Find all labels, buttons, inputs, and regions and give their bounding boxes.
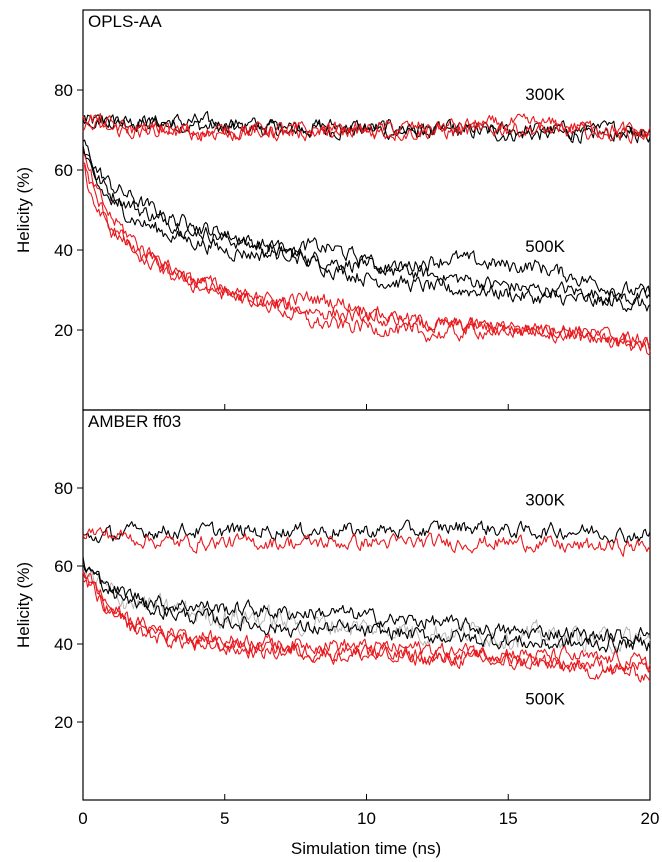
series-line-red-1 — [82, 527, 651, 557]
y-tick-label: 20 — [54, 321, 73, 340]
series-line-black-4 — [82, 145, 651, 306]
series-line-black-0 — [82, 519, 651, 544]
ticks-layer: 20 40 60 80 — [54, 81, 509, 410]
series-line-black-4 — [82, 556, 651, 654]
series-line-red-5 — [82, 571, 651, 671]
temperature-label-300k: 300K — [525, 491, 565, 510]
y-axis-title: Helicity (%) — [14, 562, 33, 648]
series-line-black-5 — [82, 139, 651, 312]
series-layer — [82, 519, 651, 683]
panel-label: AMBER ff03 — [88, 412, 181, 431]
series-line-black-6 — [82, 148, 651, 297]
series-line-red-6 — [82, 571, 651, 674]
y-tick-label: 80 — [54, 479, 73, 498]
x-axis-title: Simulation time (ns) — [291, 839, 441, 858]
series-line-black-3 — [82, 564, 651, 645]
y-tick-label: 60 — [54, 557, 73, 576]
x-tick-label: 15 — [499, 809, 518, 828]
y-tick-label: 20 — [54, 713, 73, 732]
panel-frame — [82, 409, 651, 801]
panel-label: OPLS-AA — [88, 12, 162, 31]
panel-opls-aa: 20 40 60 80 OPLS-AA Helicity (%) 300K 500K — [14, 9, 651, 411]
x-tick-label: 10 — [357, 809, 376, 828]
series-line-red-9 — [82, 164, 651, 357]
annotation-layer: 300K 500K — [525, 85, 565, 256]
x-tick-label: 5 — [220, 809, 229, 828]
temperature-label-300k: 300K — [525, 85, 565, 104]
series-line-red-3 — [82, 112, 651, 142]
annotation-layer: 300K 500K — [525, 491, 565, 709]
y-tick-label: 40 — [54, 635, 73, 654]
x-tick-label: 0 — [78, 809, 87, 828]
series-line-red-7 — [82, 579, 651, 683]
y-tick-label: 80 — [54, 81, 73, 100]
panel-frame — [82, 9, 651, 411]
temperature-label-500k: 500K — [525, 237, 565, 256]
y-tick-label: 40 — [54, 241, 73, 260]
x-tick-label: 20 — [641, 809, 660, 828]
temperature-label-500k: 500K — [525, 690, 565, 709]
panel-amber-ff03: 0 5 10 15 20 20 40 60 80 AMBER ff03 Helicity (%)… — [14, 409, 659, 858]
y-axis-title: Helicity (%) — [14, 167, 33, 253]
ticks-layer: 0 5 10 15 20 20 40 60 80 — [54, 479, 659, 828]
series-line-red-8 — [82, 153, 651, 352]
series-layer — [82, 110, 651, 357]
y-tick-label: 60 — [54, 161, 73, 180]
